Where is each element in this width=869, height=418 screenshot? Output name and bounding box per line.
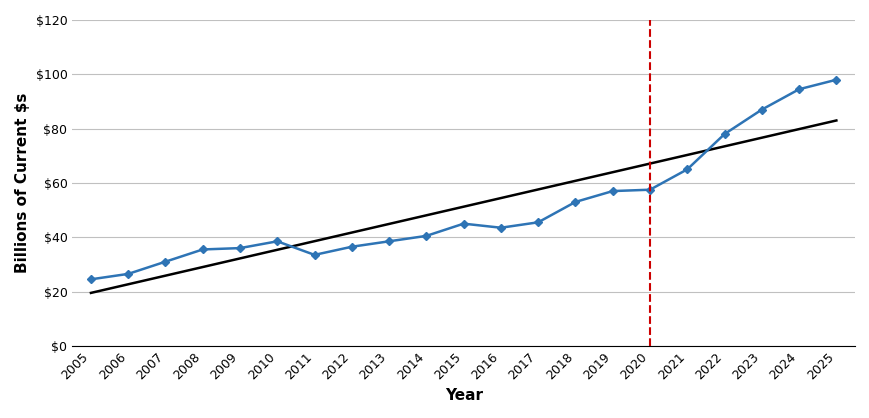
Y-axis label: Billions of Current $s: Billions of Current $s <box>15 93 30 273</box>
X-axis label: Year: Year <box>444 388 482 403</box>
